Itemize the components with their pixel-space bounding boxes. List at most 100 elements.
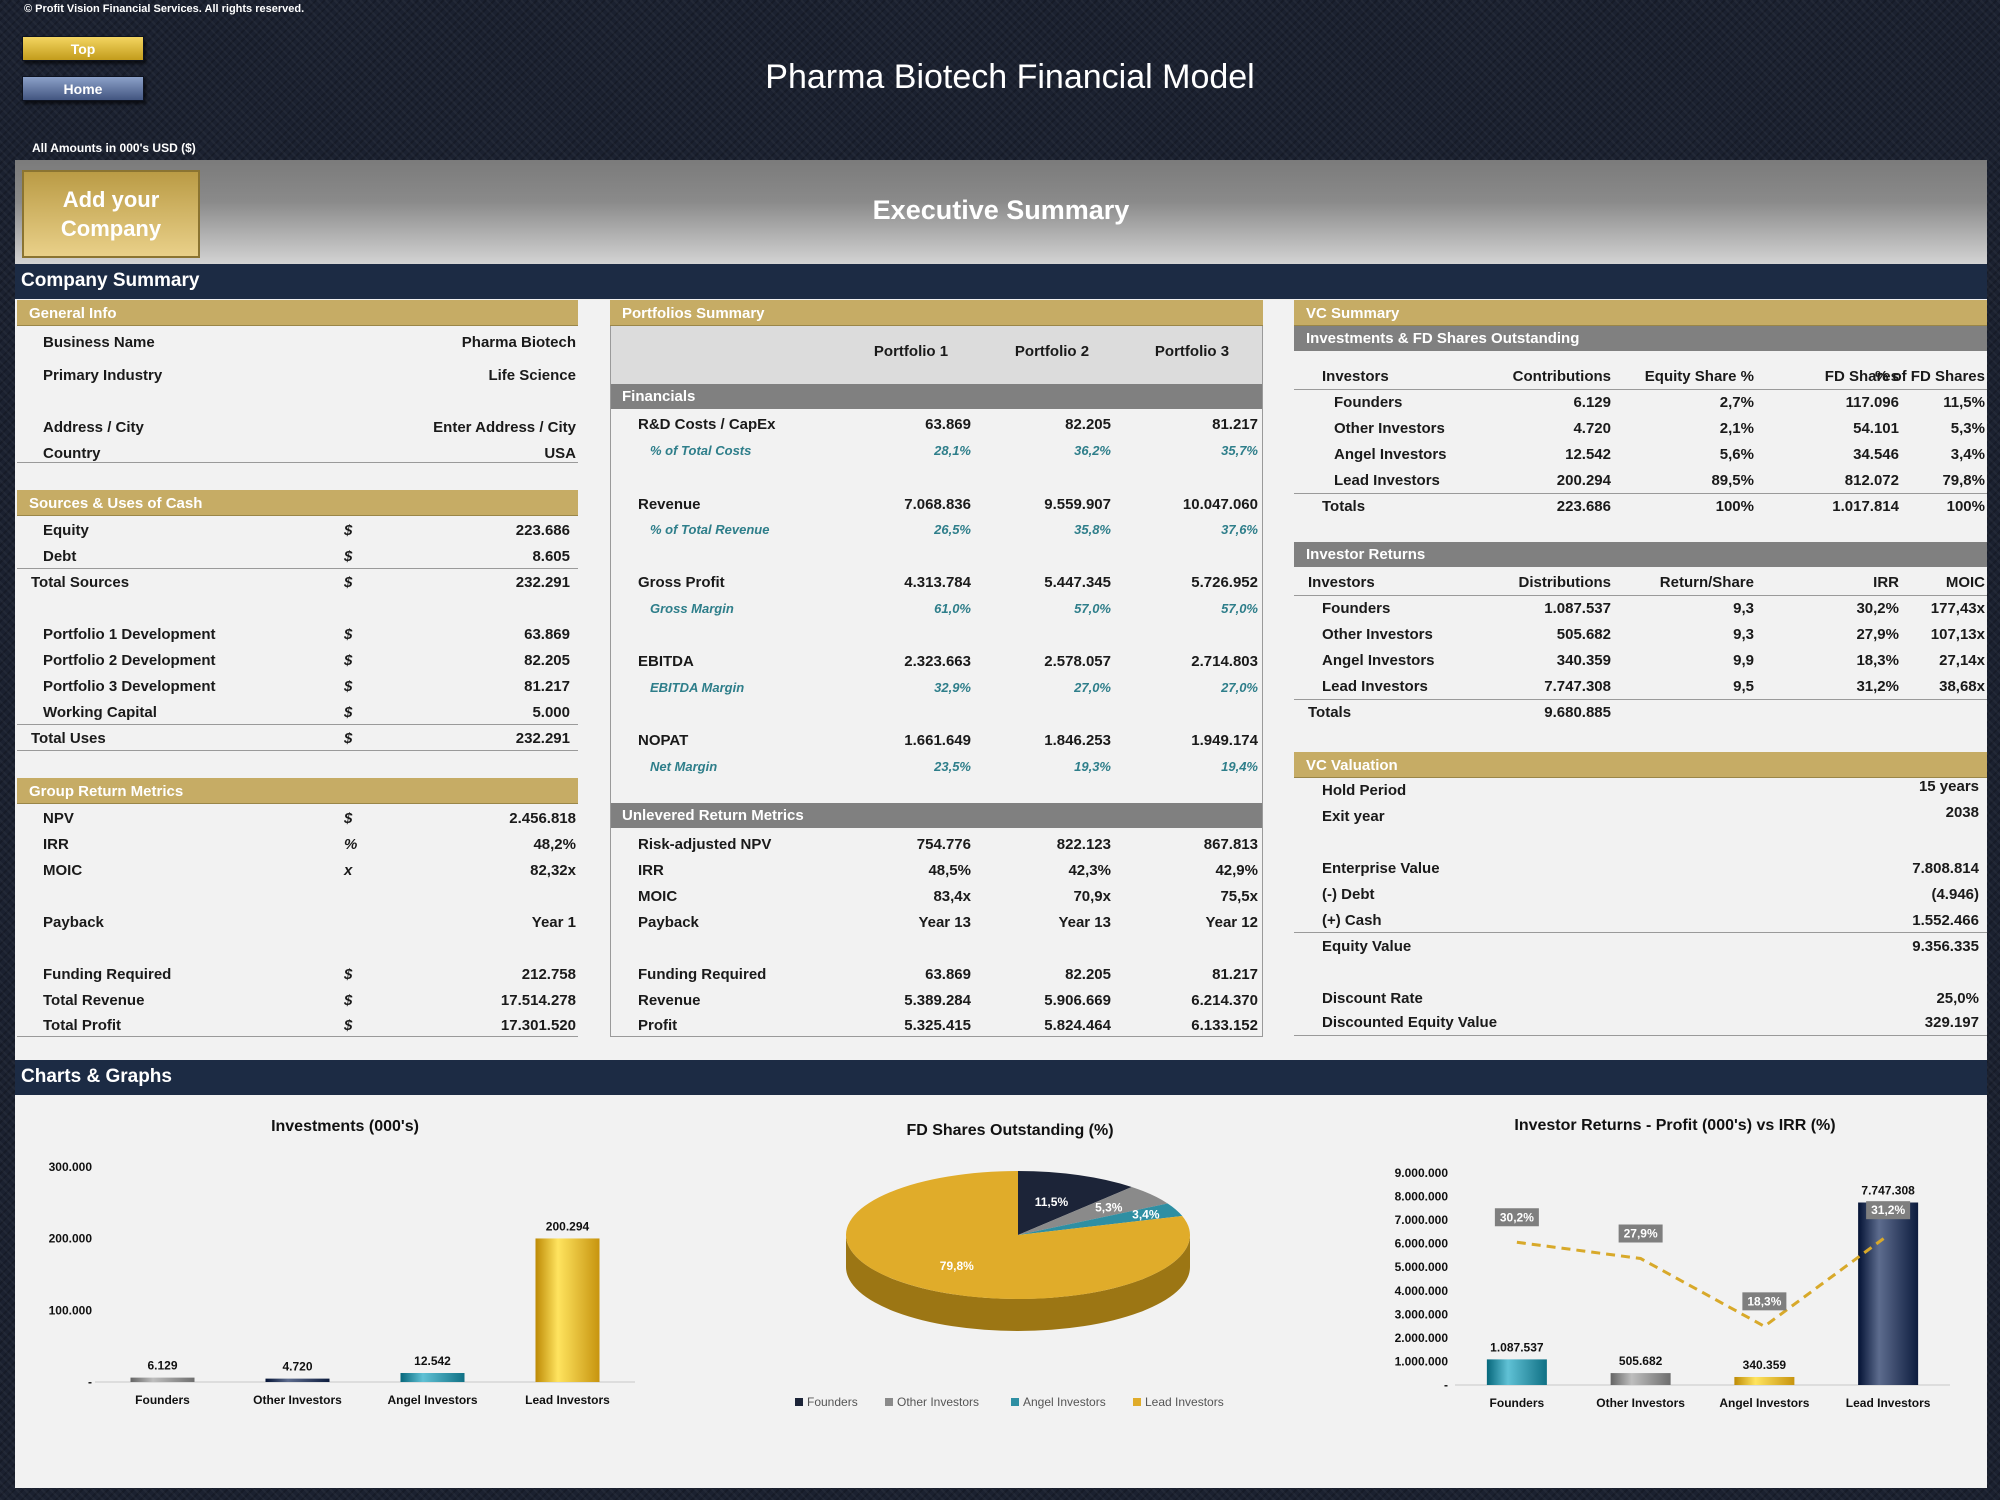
financial-value-p1: 28,1% <box>934 443 971 458</box>
x-category-label: Founders <box>1490 1396 1545 1410</box>
investor-name: Other Investors <box>1334 420 1445 437</box>
financial-value-p2: 57,0% <box>1074 601 1111 616</box>
sources-uses-row: Total Sources $232.291 <box>17 570 578 596</box>
x-category-label: Lead Investors <box>525 1393 610 1407</box>
x-category-label: Lead Investors <box>1846 1396 1931 1410</box>
currency-symbol: $ <box>344 678 353 695</box>
financial-row: % of Total Costs 28,1% 36,2% 35,7% <box>610 439 1263 465</box>
financial-value-p3: 10.047.060 <box>1182 496 1258 513</box>
col-label: MOIC <box>1945 574 1985 591</box>
group-return-row: MOIC x 82,32x <box>17 858 578 884</box>
unlevered-value-p1: 5.325.415 <box>904 1017 971 1034</box>
unlevered-value-p3: 81.217 <box>1212 966 1258 983</box>
financial-value-p1: 23,5% <box>934 759 971 774</box>
returns-cell: 18,3% <box>1856 652 1899 669</box>
unit-symbol: $ <box>344 992 353 1009</box>
y-tick-label: 4.000.000 <box>1395 1284 1449 1298</box>
sources-uses-header: Sources & Uses of Cash <box>17 490 578 516</box>
bar-lead-investors <box>1858 1202 1919 1385</box>
unlevered-row: MOIC 83,4x 70,9x 75,5x <box>610 884 1263 910</box>
irr-value-label: 31,2% <box>1871 1203 1905 1217</box>
financial-label: EBITDA <box>638 653 694 670</box>
financial-value-p2: 9.559.907 <box>1044 496 1111 513</box>
returns-cell: 340.359 <box>1556 652 1611 669</box>
general-info-row: Primary Industry Life Science <box>17 363 578 389</box>
valuation-row: Discounted Equity Value 329.197 <box>1294 1010 1987 1036</box>
bar-other-investors <box>1610 1373 1671 1385</box>
sources-uses-label: Equity <box>43 522 89 539</box>
unlevered-label: Revenue <box>638 992 701 1009</box>
portfolios-header: Portfolios Summary <box>610 300 1263 326</box>
investments-fd-header: Investments & FD Shares Outstanding <box>1294 326 1987 351</box>
unlevered-label: Risk-adjusted NPV <box>638 836 772 853</box>
sources-uses-label: Portfolio 2 Development <box>43 652 216 669</box>
left-column: General Info Sources & Uses of Cash Grou… <box>17 300 578 1037</box>
x-category-label: Angel Investors <box>387 1393 477 1407</box>
divider-line <box>1294 1035 1987 1036</box>
general-info-value: USA <box>544 445 576 462</box>
financial-value-p2: 19,3% <box>1074 759 1111 774</box>
legend-label: Angel Investors <box>1023 1395 1106 1409</box>
unlevered-row: Risk-adjusted NPV 754.776 822.123 867.813 <box>610 832 1263 858</box>
general-info-header: General Info <box>17 300 578 326</box>
sources-uses-label: Total Uses <box>31 730 106 747</box>
financial-value-p2: 36,2% <box>1074 443 1111 458</box>
unlevered-value-p3: 42,9% <box>1215 862 1258 879</box>
returns-row: Founders 1.087.537 9,3 30,2% 177,43x <box>1294 596 1987 622</box>
unit-symbol: $ <box>344 1017 353 1034</box>
valuation-row: (+) Cash 1.552.466 <box>1294 908 1987 934</box>
group-return-row: NPV $2.456.818 <box>17 806 578 832</box>
returns-cell: 30,2% <box>1856 600 1899 617</box>
financial-value-p1: 1.661.649 <box>904 732 971 749</box>
investments-cell: 89,5% <box>1711 472 1754 489</box>
financial-row: EBITDA 2.323.663 2.578.057 2.714.803 <box>610 649 1263 675</box>
bar-founders <box>130 1377 195 1382</box>
financial-row: Net Margin 23,5% 19,3% 19,4% <box>610 755 1263 781</box>
investments-cell: 117.096 <box>1845 394 1899 411</box>
financial-row: NOPAT 1.661.649 1.846.253 1.949.174 <box>610 728 1263 754</box>
group-return-value: 17.514.278 <box>500 992 576 1009</box>
unlevered-label: IRR <box>638 862 664 879</box>
investor-returns-header: Investor Returns <box>1294 542 1987 567</box>
financial-value-p1: 7.068.836 <box>904 496 971 513</box>
unlevered-row: Revenue 5.389.284 5.906.669 6.214.370 <box>610 988 1263 1014</box>
financials-header: Financials <box>610 384 1263 409</box>
legend-swatch <box>1011 1398 1019 1406</box>
portfolio-col-label: Portfolio 2 <box>1014 343 1090 360</box>
returns-col-header: Investors Distributions Return/Share IRR MOI… <box>1294 570 1987 596</box>
returns-row: Other Investors 505.682 9,3 27,9% 107,13x <box>1294 622 1987 648</box>
investments-cell: 54.101 <box>1853 420 1899 437</box>
returns-row: Angel Investors 340.359 9,9 18,3% 27,14x <box>1294 648 1987 674</box>
general-info-value: Pharma Biotech <box>461 334 576 351</box>
financial-value-p2: 1.846.253 <box>1044 732 1111 749</box>
financial-value-p1: 2.323.663 <box>904 653 971 670</box>
sources-uses-value: 5.000 <box>532 704 570 721</box>
unlevered-label: Profit <box>638 1017 678 1034</box>
investments-row: Lead Investors 200.294 89,5% 812.072 79,8% <box>1294 468 1987 494</box>
investments-col-header: Investors Contributions Equity Share % FD S… <box>1294 364 1987 390</box>
y-tick-label: 3.000.000 <box>1395 1307 1449 1321</box>
general-info-label: Country <box>43 445 101 462</box>
unlevered-value-p2: 42,3% <box>1068 862 1111 879</box>
executive-summary-band <box>15 160 1987 264</box>
group-return-label: Total Profit <box>43 1017 122 1034</box>
vc-summary-header: VC Summary <box>1294 300 1987 326</box>
group-return-value: 2.456.818 <box>509 810 576 827</box>
financial-value-p2: 35,8% <box>1074 522 1111 537</box>
company-summary-bar: Company Summary <box>15 264 1987 299</box>
add-company-logo-box[interactable]: Add your Company <box>22 170 200 258</box>
valuation-row: Discount Rate 25,0% <box>1294 986 1987 1012</box>
returns-cell: 505.682 <box>1556 626 1611 643</box>
top-button[interactable]: Top <box>22 36 144 61</box>
sources-uses-value: 223.686 <box>515 522 570 539</box>
col-label: Return/Share <box>1659 574 1754 591</box>
home-button[interactable]: Home <box>22 76 144 101</box>
divider-line <box>1294 595 1987 596</box>
returns-row: Totals 9.680.885 <box>1294 700 1987 726</box>
returns-cell: 9,9 <box>1733 652 1754 669</box>
investor-name: Totals <box>1322 498 1366 515</box>
financial-value-p2: 5.447.345 <box>1044 574 1111 591</box>
financial-value-p2: 27,0% <box>1074 680 1111 695</box>
divider-line <box>1294 932 1987 933</box>
valuation-value: 25,0% <box>1936 990 1979 1007</box>
